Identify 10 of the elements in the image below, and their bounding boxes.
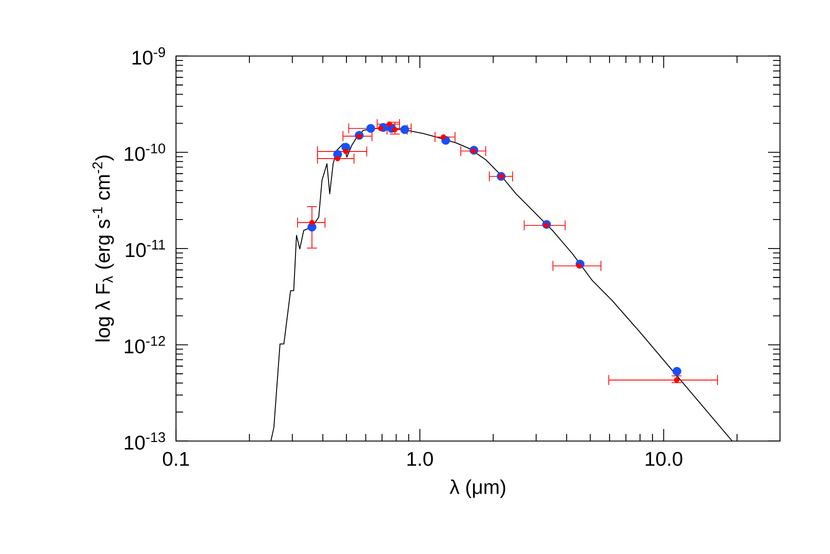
x-axis-title: λ (μm): [450, 479, 506, 498]
y-axis-title: log λ F$_{λ}$ (erg s$^{-1}$ cm$^{-2}$): [92, 156, 114, 342]
y-tick-label: 10$^{-11}$: [126, 240, 165, 258]
x-tick-label: 0.1: [162, 452, 189, 466]
y-tick-label: 10$^{-12}$: [124, 336, 165, 354]
y-tick-label: 10$^{-13}$: [124, 432, 166, 450]
y-tick-label: 10$^{-9}$: [132, 47, 165, 65]
x-tick-label: 10.0: [646, 452, 682, 466]
x-tick-label: 1.0: [408, 452, 433, 466]
y-tick-label: 10$^{-10}$: [124, 144, 166, 161]
